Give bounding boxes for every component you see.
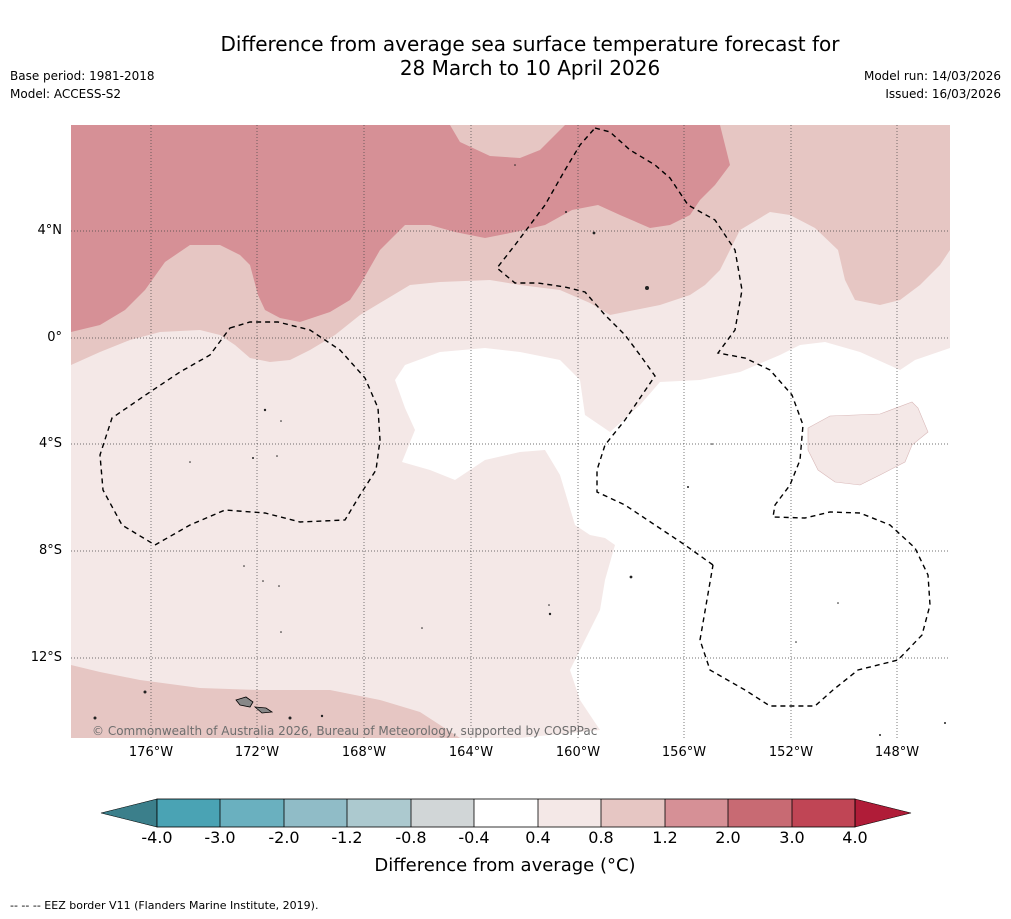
colorbar-segment [347, 799, 411, 827]
lon-label: 176°W [128, 745, 174, 760]
lon-label: 156°W [661, 745, 707, 760]
colorbar-tick-label: 4.0 [842, 828, 868, 847]
lat-label: 4°N [37, 223, 63, 238]
colorbar-tick-label: -0.4 [458, 828, 490, 847]
colorbar-tick-label: -1.2 [331, 828, 363, 847]
colorbar-extend-high [854, 798, 912, 828]
lat-label: 4°S [38, 436, 62, 451]
colorbar-title: Difference from average (°C) [374, 855, 636, 876]
meta-left: Base period: 1981-2018 Model: ACCESS-S2 [10, 67, 155, 103]
anomaly-patch-sw [71, 665, 460, 738]
samoa-island-upolu [235, 696, 254, 708]
anomaly-band-1.2-2.0 [71, 125, 730, 332]
colorbar-segment [411, 799, 474, 827]
model-run: Model run: 14/03/2026 [863, 69, 1001, 83]
samoa-island-savaii [253, 706, 274, 714]
colorbar-dividers [156, 798, 856, 828]
colorbar-segment [601, 799, 665, 827]
lat-label: 8°S [38, 543, 62, 558]
colorbar-segment [284, 799, 347, 827]
lon-label: 172°W [234, 745, 280, 760]
lon-label: 168°W [341, 745, 387, 760]
lat-label: 0° [47, 330, 62, 345]
colorbar-tick-label: -2.0 [268, 828, 300, 847]
colorbar-segment [728, 799, 792, 827]
colorbar-tick-label: 0.4 [525, 828, 551, 847]
map-area [71, 125, 950, 738]
colorbar-tick-label: -0.8 [395, 828, 427, 847]
colorbar-segment [157, 799, 220, 827]
colorbar-segment [665, 799, 728, 827]
colorbar-segment [474, 799, 538, 827]
islands [93, 164, 946, 736]
title-line-1: Difference from average sea surface temp… [220, 32, 840, 56]
colorbar-tick-label: 0.8 [588, 828, 614, 847]
colorbar-tick-label: 2.0 [715, 828, 741, 847]
colorbar-segment [792, 799, 855, 827]
colorbar-segment [220, 799, 284, 827]
lon-label: 164°W [448, 745, 494, 760]
meta-right: Model run: 14/03/2026 Issued: 16/03/2026 [864, 67, 1001, 103]
model-name: Model: ACCESS-S2 [10, 87, 122, 101]
anomaly-patch-east [807, 401, 929, 486]
gridlines [71, 125, 950, 738]
lon-label: 160°W [555, 745, 601, 760]
eez-borders [99, 127, 931, 707]
colorbar-tick-label: -4.0 [141, 828, 173, 847]
colorbar-tick-label: 3.0 [779, 828, 805, 847]
base-period: Base period: 1981-2018 [10, 69, 155, 83]
issued-date: Issued: 16/03/2026 [885, 87, 1001, 101]
lon-label: 148°W [874, 745, 920, 760]
colorbar-tick-label: 1.2 [652, 828, 678, 847]
eez-legend-note: -- -- -- EEZ border V11 (Flanders Marine… [10, 899, 319, 912]
colorbar-segment [538, 799, 601, 827]
colorbar-extend-low [100, 798, 158, 828]
lon-label: 152°W [768, 745, 814, 760]
title-line-2: 28 March to 10 April 2026 [399, 56, 661, 80]
lat-label: 12°S [30, 650, 62, 665]
colorbar [100, 798, 912, 828]
copyright-notice: © Commonwealth of Australia 2026, Bureau… [92, 724, 598, 738]
chart-title: Difference from average sea surface temp… [180, 32, 880, 80]
colorbar-tick-label: -3.0 [204, 828, 236, 847]
